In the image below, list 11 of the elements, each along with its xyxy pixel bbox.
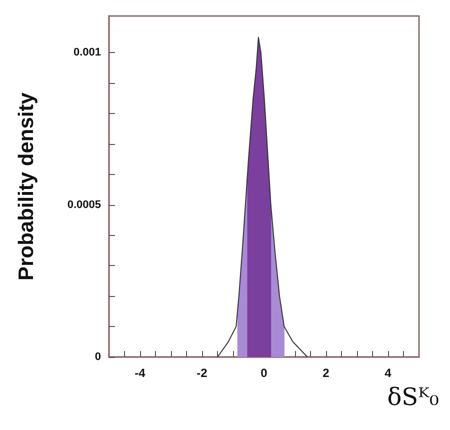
x-tick-label: 2 [322, 366, 330, 380]
x-tick-label: -4 [134, 366, 146, 380]
x-tick-label: -2 [196, 366, 208, 380]
x-axis-title: δSᴷ₀ [387, 383, 439, 411]
line-series [217, 36, 308, 358]
x-tick-label: 0 [260, 366, 268, 380]
y-tick-label: 0.001 [73, 46, 101, 59]
x-tick-label: 4 [384, 366, 392, 380]
y-tick-label: 0 [94, 351, 101, 363]
y-tick-label: 0.0005 [67, 198, 101, 211]
y-axis-title: Probability density [15, 92, 38, 280]
